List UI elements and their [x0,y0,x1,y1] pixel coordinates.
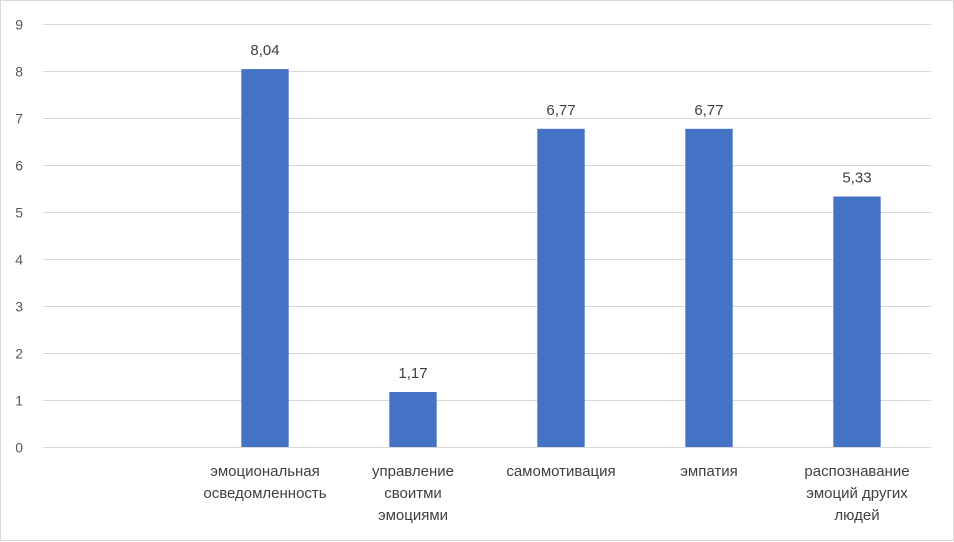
bars [241,69,881,448]
y-tick-label: 4 [15,252,23,268]
data-label: 6,77 [694,102,723,119]
category-label: управление своитми эмоциями [372,463,454,524]
bar [389,392,437,447]
gridlines [43,24,931,448]
y-tick-label: 5 [15,205,23,221]
bar [241,69,289,448]
data-label: 1,17 [398,365,427,382]
category-label: эмпатия [680,463,737,480]
y-tick-label: 3 [15,299,23,315]
data-label: 8,04 [250,42,279,59]
category-label: эмоциональная осведомленность [203,463,326,502]
bar [685,128,733,447]
bar [833,196,881,447]
data-label: 5,33 [842,169,871,186]
y-tick-label: 8 [15,64,23,80]
y-tick-label: 0 [15,440,23,456]
y-axis-ticks: 0 1 2 3 4 5 6 7 8 9 [15,17,23,456]
y-tick-label: 2 [15,346,23,362]
data-label: 6,77 [546,102,575,119]
x-axis-categories: эмоциональная осведомленность управление св… [203,463,909,524]
y-tick-label: 7 [15,111,23,127]
y-tick-label: 1 [15,393,23,409]
y-tick-label: 9 [15,17,23,33]
bar [537,128,585,447]
category-label: распознавание эмоций других людей [804,463,909,524]
y-tick-label: 6 [15,158,23,174]
category-label: самомотивация [506,463,615,480]
data-labels: 8,04 1,17 6,77 6,77 5,33 [250,42,871,382]
